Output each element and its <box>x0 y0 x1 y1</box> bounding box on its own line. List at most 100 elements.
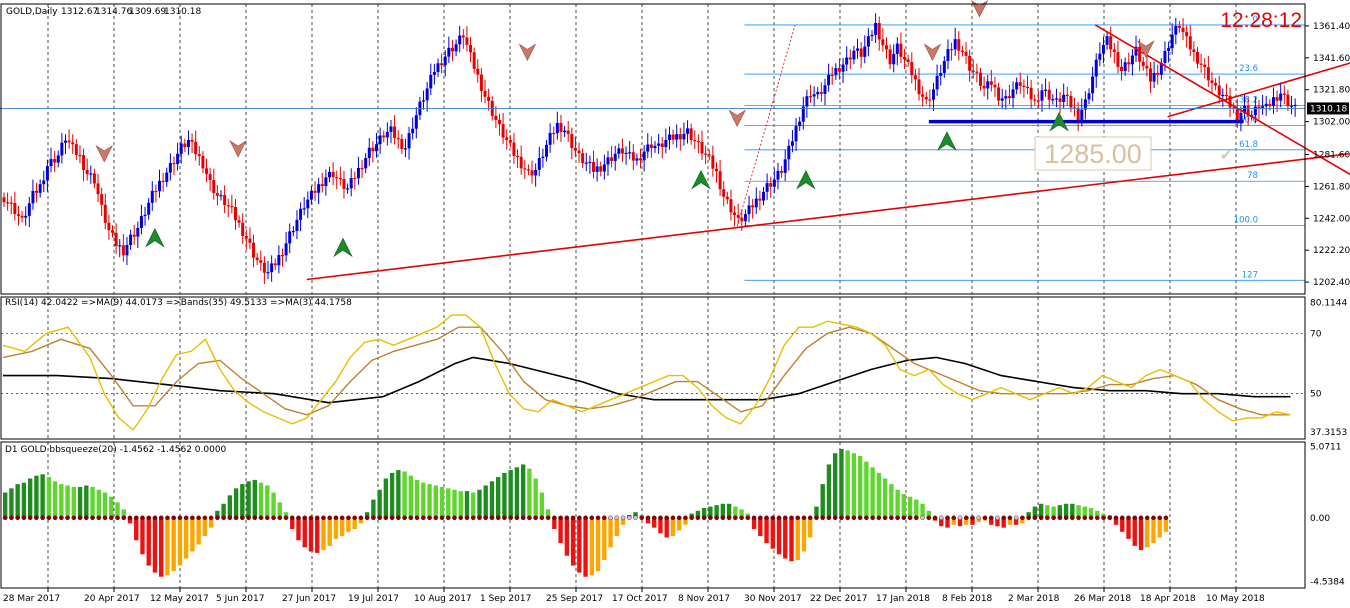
bbsqueeze-bar <box>246 481 251 518</box>
bbsqueeze-bar <box>1132 517 1137 546</box>
squeeze-dot <box>1101 515 1106 521</box>
squeeze-dot <box>458 515 464 521</box>
price-bar-body <box>997 87 1001 101</box>
squeeze-dot <box>59 515 64 521</box>
squeeze-dot <box>121 515 127 521</box>
price-bar-body <box>262 262 266 273</box>
price-bar-body <box>440 63 444 66</box>
price-bar-body <box>201 155 205 169</box>
bbsqueeze-bar <box>283 512 289 518</box>
bbsqueeze-bar <box>664 517 669 538</box>
price-bar-body <box>1243 105 1247 113</box>
time-axis-label: 26 Mar 2018 <box>1074 594 1131 604</box>
price-bar-body <box>682 133 686 140</box>
price-bar-body <box>772 179 776 187</box>
buy-arrow-icon <box>333 237 353 258</box>
price-bar-body <box>165 172 169 183</box>
price-bar-body <box>425 88 429 101</box>
price-bar-body <box>483 91 487 97</box>
squeeze-dot <box>589 515 595 521</box>
bbsqueeze-bar <box>776 517 782 555</box>
squeeze-dot <box>639 515 645 521</box>
price-bar-body <box>96 183 100 195</box>
price-bar-body <box>56 155 60 163</box>
squeeze-dot <box>770 515 776 521</box>
bbsqueeze-bar <box>708 506 713 518</box>
price-bar-body <box>353 178 357 180</box>
price-bar-body <box>78 154 82 157</box>
bbsqueeze-bar <box>221 503 226 518</box>
clock: 12:28:12 <box>1220 9 1302 32</box>
price-bar-body <box>100 194 104 205</box>
price-bar-body <box>1181 27 1185 33</box>
time-axis-label: 12 May 2017 <box>150 594 209 604</box>
bbsqueeze-bar <box>196 517 201 545</box>
bbsqueeze-bar <box>1032 506 1038 518</box>
price-bar-body <box>971 70 975 72</box>
bbsqueeze-bar <box>1151 517 1156 544</box>
price-bar-body <box>653 145 657 149</box>
price-bar-body <box>563 130 567 133</box>
price-bar-body <box>1228 95 1232 108</box>
price-bar-body <box>411 128 415 134</box>
time-axis-label: 1 Sep 2017 <box>480 594 531 604</box>
squeeze-dot <box>789 515 794 521</box>
price-bar-body <box>1188 36 1192 50</box>
squeeze-dot <box>988 515 994 521</box>
squeeze-dot <box>1088 515 1094 521</box>
bbsqueeze-bar <box>9 488 14 518</box>
buy-arrow-icon <box>937 131 957 151</box>
price-bar-body <box>714 168 718 172</box>
price-bar-body <box>1293 104 1297 107</box>
price-bar-body <box>787 145 791 160</box>
price-bar-body <box>360 168 364 170</box>
price-bar-body <box>42 180 46 185</box>
price-bar-body <box>1087 93 1091 100</box>
squeeze-dot <box>1113 515 1119 521</box>
price-bar-body <box>1000 98 1004 101</box>
squeeze-dot <box>321 515 326 521</box>
bbsqueeze-bar <box>514 467 520 518</box>
squeeze-dot <box>670 515 676 521</box>
price-bar-body <box>1210 80 1214 83</box>
price-bar-body <box>1257 106 1261 109</box>
squeeze-dot <box>720 515 726 521</box>
trendline <box>306 153 1349 281</box>
bbsqueeze-bar <box>165 517 170 576</box>
panel-frame-0 <box>0 3 1306 295</box>
bbsqueeze-bar <box>602 517 607 560</box>
price-bar-body <box>751 205 755 208</box>
current-price-line: 1310.18 <box>0 102 1349 115</box>
price-bar-body <box>986 81 990 89</box>
bbsqueeze-bar <box>539 492 545 518</box>
squeeze-dot <box>514 515 520 521</box>
price-bar-body <box>1004 96 1008 99</box>
price-bar-body <box>414 115 418 129</box>
price-axis-label: 1361.40 <box>1313 22 1350 32</box>
price-bar-body <box>1112 49 1116 53</box>
price-bar-body <box>841 64 845 72</box>
bbsqueeze-bar <box>34 475 39 518</box>
bbsqueeze-bar <box>233 488 239 518</box>
bbsqueeze-bar <box>96 489 101 518</box>
squeeze-dot <box>302 515 308 521</box>
squeeze-dot <box>914 515 919 521</box>
price-bar-body <box>1076 108 1080 120</box>
price-bar-body <box>309 190 313 200</box>
price-bar-body <box>588 161 592 164</box>
price-bar-body <box>393 126 397 139</box>
bbsqueeze-bar <box>764 517 769 544</box>
price-bar-body <box>338 178 342 180</box>
price-bar-body <box>1290 105 1294 107</box>
squeeze-dot <box>483 515 489 521</box>
price-bar-body <box>888 49 892 65</box>
price-axis-label: 1202.40 <box>1313 278 1350 288</box>
price-bar-body <box>432 71 436 75</box>
price-bars <box>2 13 1297 285</box>
price-bar-body <box>295 219 299 232</box>
price-bar-body <box>197 154 201 156</box>
price-bar-body <box>559 122 563 133</box>
price-bar-body <box>125 245 129 256</box>
bbsqueeze-bar <box>477 489 482 518</box>
